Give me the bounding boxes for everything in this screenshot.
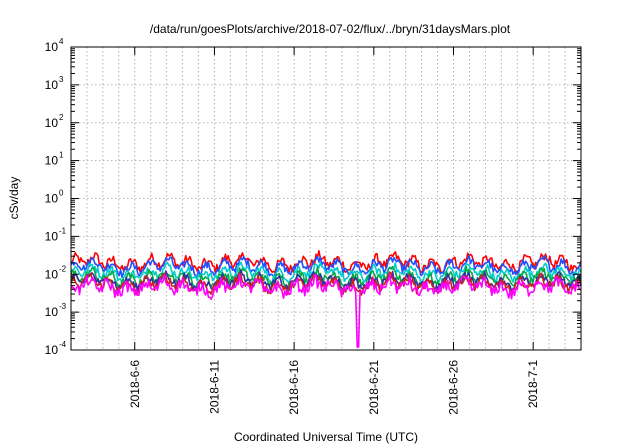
y-tick-label: 10 xyxy=(45,116,59,130)
series-line xyxy=(70,273,582,348)
series-group xyxy=(70,250,582,348)
y-tick-label: 10 xyxy=(45,40,59,54)
y-tick-label: 10 xyxy=(45,305,59,319)
series-line xyxy=(70,271,582,296)
y-tick-label: 10 xyxy=(45,154,59,168)
y-tick-label: 10 xyxy=(45,267,59,281)
x-tick-label: 2018-6-11 xyxy=(207,360,221,414)
y-tick-label: 10 xyxy=(45,229,59,243)
x-tick-label: 2018-6-26 xyxy=(447,360,461,415)
x-axis-label: Coordinated Universal Time (UTC) xyxy=(234,430,418,444)
chart-title: /data/run/goesPlots/archive/2018-07-02/f… xyxy=(150,22,511,36)
y-tick-exponent: 0 xyxy=(59,189,64,198)
x-tick-label: 2018-6-16 xyxy=(287,360,301,415)
x-tick-label: 2018-6-6 xyxy=(128,360,142,408)
y-tick-exponent: 2 xyxy=(59,113,64,122)
y-tick-label: 10 xyxy=(45,192,59,206)
x-tick-label: 2018-6-21 xyxy=(367,360,381,415)
y-tick-exponent: -1 xyxy=(59,226,67,235)
y-tick-label: 10 xyxy=(45,343,59,357)
y-tick-exponent: -3 xyxy=(59,302,67,311)
grid xyxy=(71,47,581,350)
y-tick-exponent: 3 xyxy=(59,75,64,84)
y-tick-exponent: -4 xyxy=(59,340,67,349)
y-axis-label: cSv/day xyxy=(7,177,21,220)
y-tick-exponent: -2 xyxy=(59,264,67,273)
y-tick-exponent: 4 xyxy=(59,37,64,46)
x-axis: 2018-6-6 2018-6-11 2018-6-16 2018-6-21 2018-… xyxy=(128,47,540,415)
y-tick-exponent: 1 xyxy=(59,151,64,160)
x-tick-label: 2018-7-1 xyxy=(526,360,540,408)
series-line xyxy=(70,254,582,278)
y-tick-label: 10 xyxy=(45,78,59,92)
